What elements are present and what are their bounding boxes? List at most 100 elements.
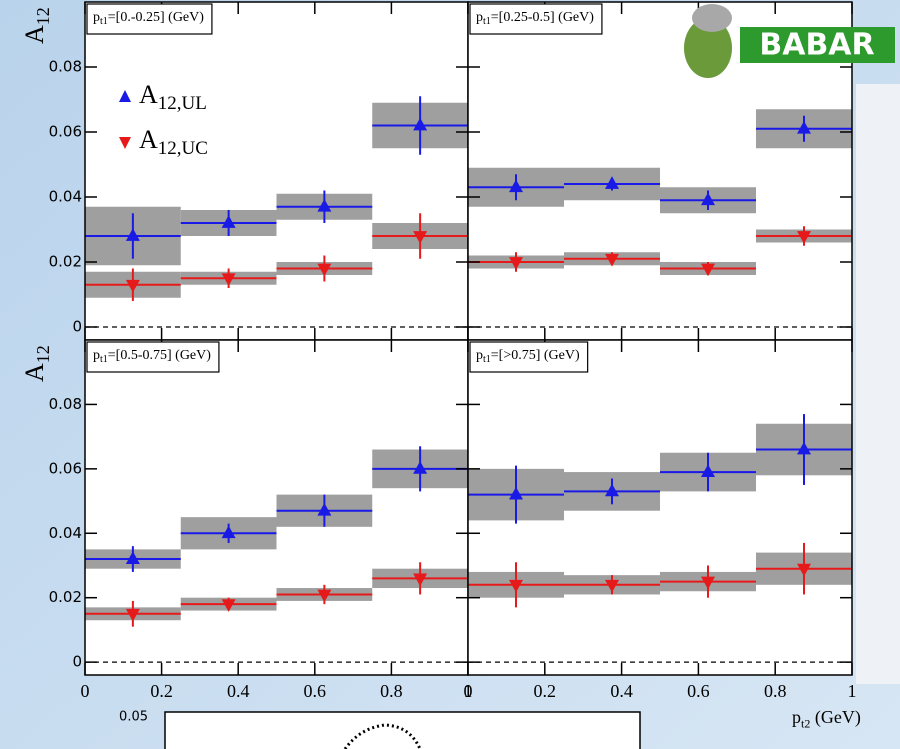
panel-title: pt1=[0.-0.25] (GeV) xyxy=(93,10,204,27)
x-tick-label: 0 xyxy=(464,681,473,701)
panel-title-base: p xyxy=(476,10,483,25)
y-tick-label: 0.06 xyxy=(49,123,82,141)
panel-title-box xyxy=(469,341,589,373)
side-strip xyxy=(856,84,900,684)
panel-title-box xyxy=(469,3,603,35)
marker xyxy=(509,579,523,593)
marker xyxy=(221,599,236,612)
marker xyxy=(509,486,523,500)
marker xyxy=(221,215,236,228)
y-tick-label: 0.08 xyxy=(49,58,82,76)
y-tick-label: 0 xyxy=(72,318,82,336)
panel-title: pt1=[>0.75] (GeV) xyxy=(476,348,580,365)
marker xyxy=(413,231,428,244)
panel-title-box xyxy=(86,3,213,35)
panel-title-base: p xyxy=(93,10,100,25)
marker xyxy=(797,121,811,134)
logo-head xyxy=(692,4,732,32)
y-tick-label: 0 xyxy=(72,653,82,671)
marker xyxy=(605,253,619,267)
x-tick-label: 1 xyxy=(848,681,857,701)
x-tick-label: 0.6 xyxy=(687,681,710,701)
panel-title-box xyxy=(86,341,220,373)
legend-label-base: A xyxy=(139,80,158,109)
panel: 0 0.02 0.04 0.06 0.08 0 0.2 0.4 0.6 0.8 1 pt1=[0.5-… xyxy=(20,339,473,701)
y-tick-label: 0.04 xyxy=(49,524,82,542)
marker xyxy=(797,563,811,577)
logo-text: BABAR xyxy=(759,28,874,63)
legend-label: A12,UC xyxy=(139,125,208,159)
y-tick-label: 0.02 xyxy=(49,588,82,606)
marker xyxy=(605,483,619,497)
marker xyxy=(221,525,236,539)
panel-title-base: p xyxy=(476,348,483,363)
x-tick-label: 0.2 xyxy=(534,681,557,701)
x-axis-label: pt2 (GeV) xyxy=(792,707,861,730)
x-tick-label: 0.4 xyxy=(227,681,250,701)
marker xyxy=(605,176,619,189)
panel-title: pt1=[0.25-0.5] (GeV) xyxy=(476,10,594,27)
x-tick-label: 1 xyxy=(464,681,473,701)
panel-title-rest: =[0.-0.25] (GeV) xyxy=(108,10,204,25)
marker xyxy=(125,551,140,564)
panel-title-rest: =[0.25-0.5] (GeV) xyxy=(491,10,594,25)
legend-marker xyxy=(119,137,131,149)
marker xyxy=(317,199,332,212)
x-tick-label: 0.8 xyxy=(380,681,403,701)
logo: BABAR xyxy=(684,4,895,78)
panel-title-rest: =[>0.75] (GeV) xyxy=(491,348,580,363)
marker xyxy=(413,117,428,131)
y-tick-label: 0.08 xyxy=(49,395,82,413)
legend-marker xyxy=(119,90,131,102)
marker xyxy=(317,263,332,277)
marker xyxy=(701,576,715,590)
y-axis-label: A12 xyxy=(20,7,53,44)
legend-label: A12,UL xyxy=(139,80,207,114)
panel-title-sub: t1 xyxy=(483,16,491,27)
panel-title-sub: t1 xyxy=(483,354,491,365)
x-tick-label: 0.4 xyxy=(610,681,633,701)
x-tick-label: 0.8 xyxy=(764,681,787,701)
marker xyxy=(221,273,236,286)
y-axis-label-sub: 12 xyxy=(33,7,53,25)
marker xyxy=(701,263,715,277)
y-axis-label-sub: 12 xyxy=(33,345,53,363)
marker xyxy=(413,461,428,474)
marker xyxy=(413,573,428,587)
x-axis-label-rest: (GeV) xyxy=(810,707,860,728)
x-axis-label-sub: t2 xyxy=(801,716,810,730)
lower-tick-label: 0.05 xyxy=(119,710,148,725)
y-tick-label: 0.02 xyxy=(49,253,82,271)
legend-label-base: A xyxy=(139,125,158,154)
marker xyxy=(317,589,332,603)
y-axis-label-base: A xyxy=(20,25,49,44)
marker xyxy=(797,231,811,244)
marker xyxy=(797,441,811,455)
panel-title-base: p xyxy=(93,348,100,363)
marker xyxy=(509,179,523,193)
panel-title: pt1=[0.5-0.75] (GeV) xyxy=(93,348,211,365)
x-tick-label: 0.2 xyxy=(150,681,173,701)
x-tick-label: 0 xyxy=(81,681,90,701)
y-tick-label: 0.06 xyxy=(49,459,82,477)
marker xyxy=(125,228,140,241)
marker xyxy=(125,279,140,293)
frame xyxy=(467,339,853,676)
marker xyxy=(701,192,715,206)
legend-label-sub: 12,UC xyxy=(158,138,208,159)
logo-figure xyxy=(684,18,732,78)
x-axis-label-base: p xyxy=(792,707,801,727)
marker xyxy=(605,579,619,593)
marker xyxy=(509,257,523,270)
y-axis-label: A12 xyxy=(20,345,53,382)
lower-plot: 0.05 xyxy=(119,710,641,749)
y-tick-label: 0.04 xyxy=(49,188,82,206)
marker xyxy=(317,503,332,516)
panel-title-rest: =[0.5-0.75] (GeV) xyxy=(108,348,211,363)
panel-title-sub: t1 xyxy=(100,16,108,27)
